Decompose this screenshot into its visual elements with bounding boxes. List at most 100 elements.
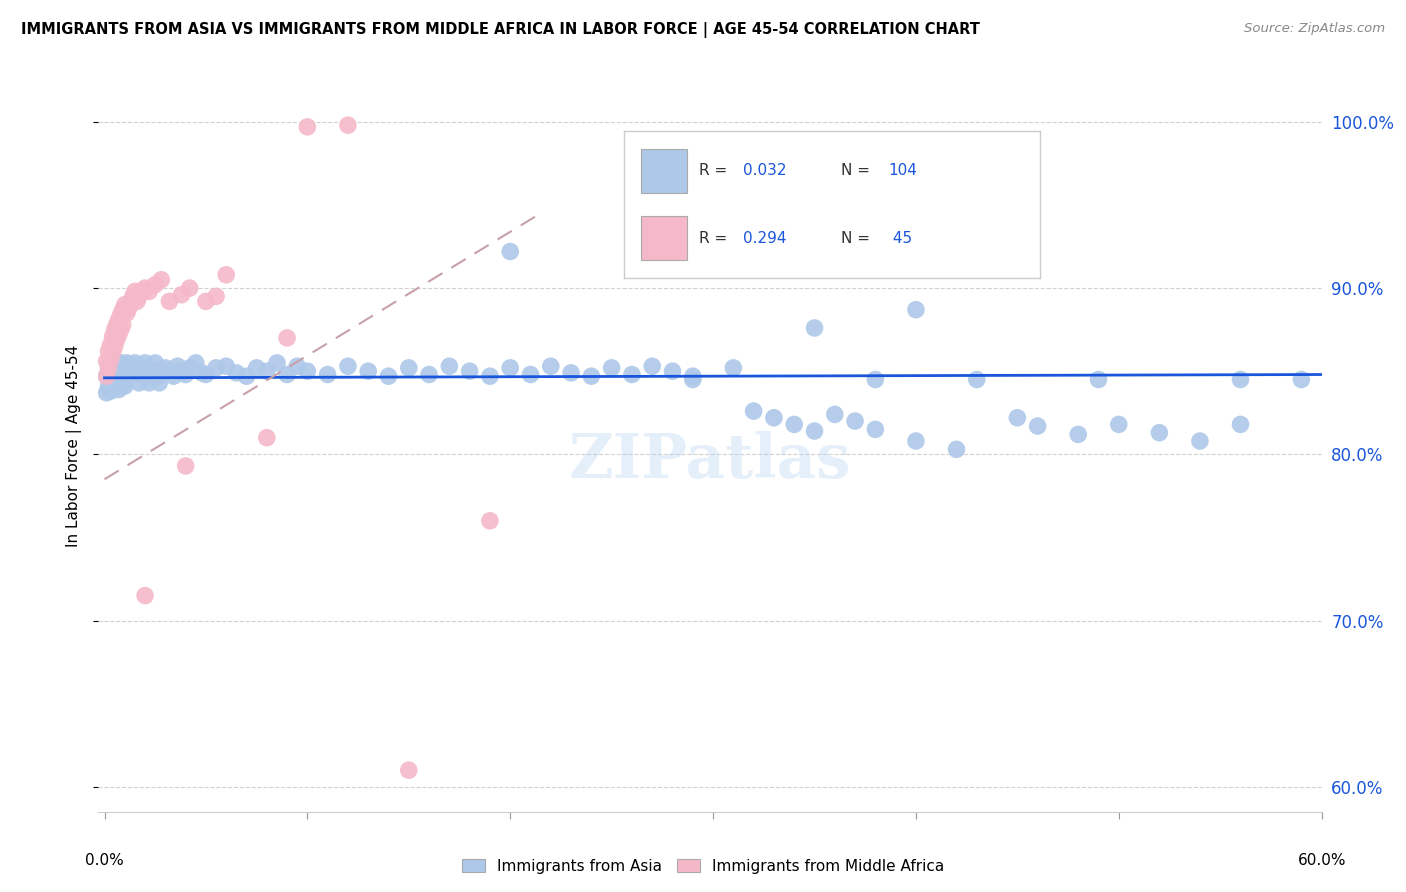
Point bbox=[478, 514, 501, 528]
Point bbox=[150, 366, 173, 380]
Point bbox=[418, 368, 440, 382]
Point bbox=[105, 354, 128, 368]
Point bbox=[132, 360, 155, 375]
Point bbox=[336, 359, 359, 374]
Point bbox=[111, 318, 134, 332]
Point bbox=[357, 364, 380, 378]
Point bbox=[107, 383, 129, 397]
Point bbox=[540, 359, 562, 374]
Point bbox=[97, 360, 120, 375]
Point bbox=[174, 458, 197, 473]
Point bbox=[285, 359, 308, 374]
Point bbox=[96, 369, 118, 384]
Point bbox=[904, 434, 927, 448]
Point bbox=[297, 364, 319, 378]
Point bbox=[141, 368, 163, 382]
Point bbox=[118, 301, 141, 315]
Point bbox=[184, 356, 207, 370]
Point bbox=[148, 376, 170, 390]
Point bbox=[1229, 417, 1251, 432]
Point bbox=[1026, 419, 1049, 434]
Point bbox=[114, 359, 136, 374]
Point bbox=[256, 431, 278, 445]
Point bbox=[111, 302, 134, 317]
Point bbox=[115, 356, 138, 370]
Point bbox=[235, 369, 257, 384]
Point bbox=[174, 368, 197, 382]
Point bbox=[276, 368, 298, 382]
Point bbox=[125, 294, 148, 309]
Point bbox=[1149, 425, 1171, 440]
Point bbox=[499, 360, 522, 375]
Point bbox=[122, 289, 145, 303]
Point bbox=[170, 364, 193, 378]
Point bbox=[110, 323, 132, 337]
Point bbox=[458, 364, 481, 378]
Point bbox=[377, 369, 399, 384]
Point bbox=[100, 384, 122, 398]
Point bbox=[1087, 372, 1109, 386]
Point bbox=[110, 374, 132, 388]
Point bbox=[723, 360, 745, 375]
Point bbox=[146, 369, 169, 384]
Text: 60.0%: 60.0% bbox=[1298, 854, 1346, 868]
Point bbox=[150, 273, 173, 287]
Point bbox=[120, 368, 142, 382]
Point bbox=[316, 368, 339, 382]
Point bbox=[104, 362, 127, 376]
Point bbox=[114, 379, 136, 393]
Text: Source: ZipAtlas.com: Source: ZipAtlas.com bbox=[1244, 22, 1385, 36]
Point bbox=[115, 306, 138, 320]
Text: ZIPatlas: ZIPatlas bbox=[569, 431, 851, 491]
Text: IMMIGRANTS FROM ASIA VS IMMIGRANTS FROM MIDDLE AFRICA IN LABOR FORCE | AGE 45-54: IMMIGRANTS FROM ASIA VS IMMIGRANTS FROM … bbox=[21, 22, 980, 38]
Point bbox=[128, 289, 150, 303]
Point bbox=[641, 359, 664, 374]
Point bbox=[97, 379, 120, 393]
Point bbox=[101, 376, 124, 390]
Point bbox=[157, 294, 180, 309]
Point bbox=[297, 120, 319, 134]
Point bbox=[96, 354, 118, 368]
Point bbox=[128, 376, 150, 390]
Point bbox=[1229, 372, 1251, 386]
Point bbox=[191, 366, 214, 380]
Point bbox=[1067, 427, 1090, 442]
Point bbox=[110, 356, 132, 370]
Point bbox=[682, 369, 704, 384]
Point bbox=[276, 331, 298, 345]
Point bbox=[225, 366, 247, 380]
Point bbox=[246, 360, 269, 375]
Point bbox=[336, 118, 359, 132]
Point bbox=[120, 294, 142, 309]
Point bbox=[499, 244, 522, 259]
Point bbox=[107, 327, 129, 342]
Point bbox=[157, 364, 180, 378]
Point bbox=[398, 763, 420, 777]
Point bbox=[478, 369, 501, 384]
Point bbox=[138, 376, 160, 390]
Point bbox=[205, 360, 228, 375]
Y-axis label: In Labor Force | Age 45-54: In Labor Force | Age 45-54 bbox=[66, 345, 83, 547]
Point bbox=[138, 285, 160, 299]
Point bbox=[104, 339, 127, 353]
Point bbox=[125, 366, 148, 380]
Point bbox=[111, 364, 134, 378]
Point bbox=[762, 410, 785, 425]
Point bbox=[97, 360, 120, 375]
Point bbox=[266, 356, 288, 370]
Point bbox=[803, 424, 825, 438]
Point bbox=[904, 302, 927, 317]
Point bbox=[519, 368, 541, 382]
Point bbox=[945, 442, 967, 457]
Point bbox=[179, 281, 201, 295]
Point bbox=[129, 285, 152, 299]
Point bbox=[803, 321, 825, 335]
Point bbox=[136, 369, 159, 384]
Point bbox=[194, 368, 217, 382]
Point bbox=[179, 360, 201, 375]
Point bbox=[661, 364, 683, 378]
Point bbox=[682, 372, 704, 386]
Point bbox=[215, 268, 238, 282]
Point bbox=[166, 359, 188, 374]
Point bbox=[783, 417, 806, 432]
